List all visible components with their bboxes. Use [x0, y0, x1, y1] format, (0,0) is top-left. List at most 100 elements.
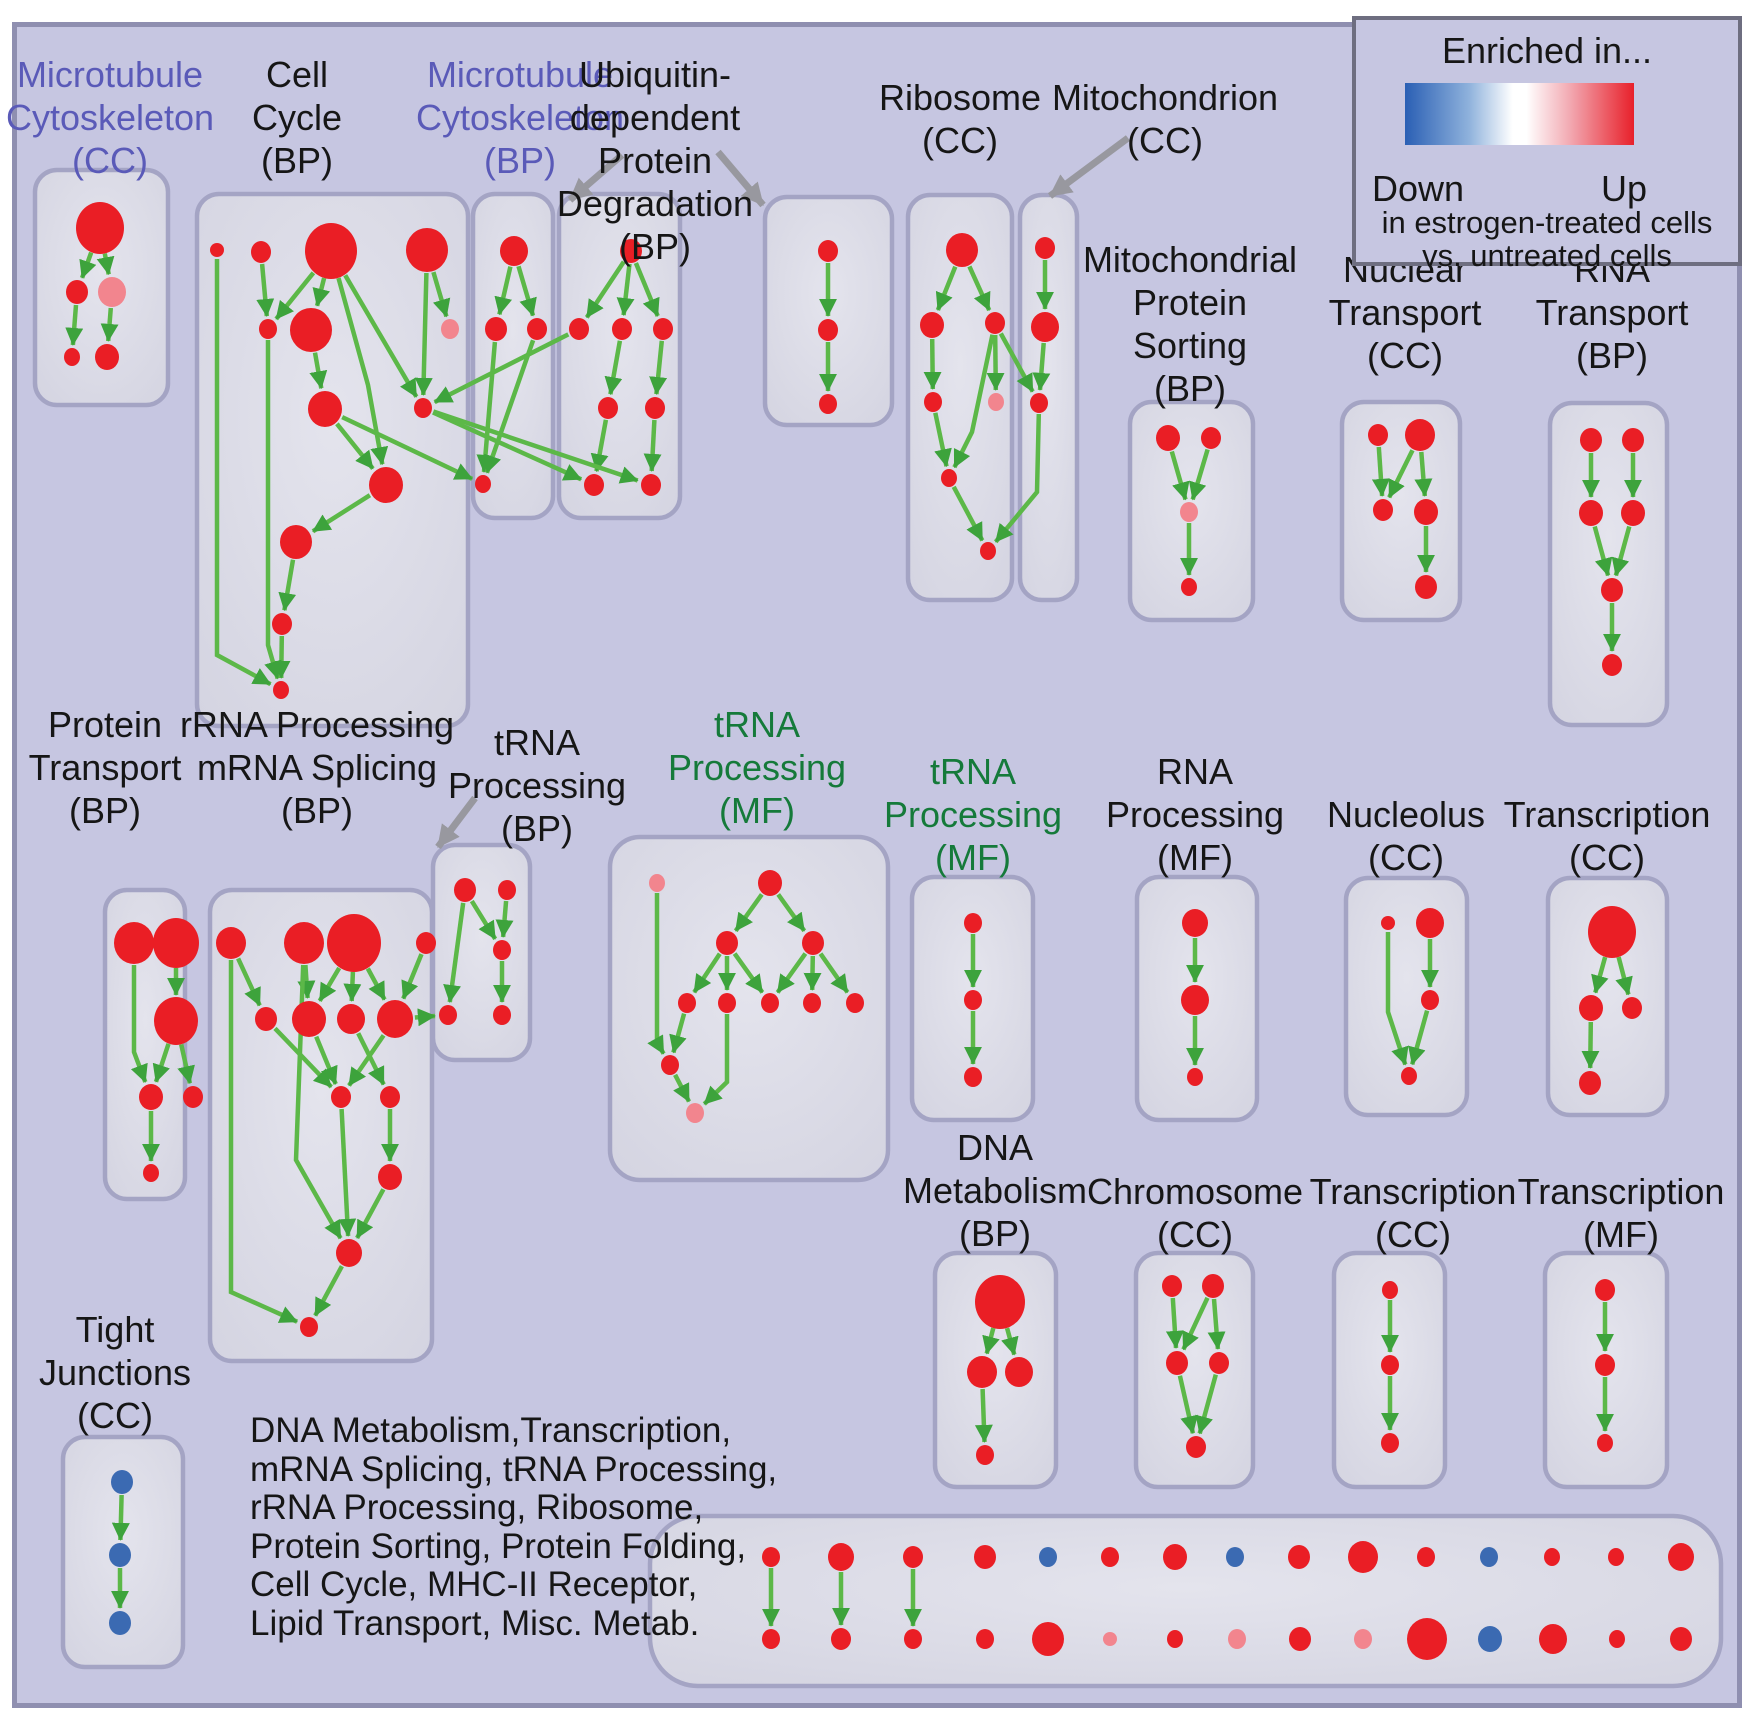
go-term-node: [831, 1628, 851, 1650]
edge: [1592, 525, 1613, 577]
go-term-node: [802, 931, 824, 955]
go-term-node: [1166, 1351, 1188, 1375]
go-term-node: [1156, 425, 1180, 451]
go-term-node: [336, 1239, 362, 1267]
edge: [414, 1008, 436, 1027]
go-term-node: [1415, 575, 1437, 599]
go-term-node: [1030, 393, 1048, 413]
go-term-node: [612, 318, 632, 340]
edge: [432, 409, 639, 484]
edge: [309, 352, 328, 390]
go-term-node: [641, 474, 661, 496]
go-term-node: [819, 394, 837, 414]
edge: [335, 422, 375, 471]
edge: [1414, 451, 1433, 497]
go-term-node: [980, 542, 996, 560]
go-term-node: [1609, 1630, 1625, 1648]
edge: [100, 307, 119, 342]
edge: [1207, 1298, 1226, 1350]
legend-gradient-bar: [1405, 83, 1634, 145]
protein-transport-bp-box: [102, 887, 188, 1202]
go-term-node: [716, 931, 738, 955]
edge: [649, 340, 668, 395]
go-term-node: [1401, 1067, 1417, 1085]
edge: [803, 955, 822, 991]
go-term-node: [988, 393, 1004, 411]
go-term-node: [678, 993, 696, 1013]
go-term-node: [1579, 995, 1603, 1021]
go-term-node: [649, 874, 665, 892]
go-term-node: [308, 391, 342, 427]
edge: [236, 957, 262, 1007]
go-term-node: [337, 1004, 365, 1034]
edge: [1591, 956, 1609, 994]
edge: [401, 953, 424, 1000]
go-term-node: [1595, 1354, 1615, 1376]
go-term-node: [818, 240, 838, 262]
edge: [341, 415, 474, 481]
edge: [338, 1108, 357, 1237]
go-term-node: [1544, 1548, 1560, 1566]
edge: [1371, 446, 1390, 497]
go-term-node: [762, 1547, 780, 1567]
go-term-node: [143, 1164, 159, 1182]
go-term-node: [441, 319, 459, 339]
go-term-node: [1580, 428, 1602, 452]
go-term-node: [1480, 1547, 1498, 1567]
go-term-node: [331, 1086, 351, 1108]
edge: [256, 263, 275, 317]
edge: [933, 412, 952, 468]
edge: [776, 893, 807, 933]
edge: [1181, 1296, 1210, 1351]
edge: [967, 265, 992, 312]
go-term-node: [290, 308, 332, 352]
go-term-node: [259, 319, 277, 339]
go-term-node: [828, 1543, 854, 1571]
go-term-node: [1031, 312, 1059, 342]
edge: [1001, 1327, 1019, 1356]
go-term-node: [1228, 1629, 1246, 1649]
go-term-node: [1597, 1434, 1613, 1452]
go-term-node: [280, 525, 312, 559]
go-term-node: [1588, 906, 1636, 958]
rna-transport-bp-box: [1547, 400, 1670, 728]
go-term-node: [620, 239, 642, 263]
go-term-node: [1622, 428, 1644, 452]
edge: [274, 271, 316, 321]
nucleolus-cc-box: [1343, 875, 1470, 1118]
go-term-node: [1608, 1548, 1624, 1566]
go-term-node: [661, 1055, 679, 1075]
edge: [177, 1043, 195, 1085]
go-term-node: [251, 241, 271, 263]
go-term-node: [300, 1317, 318, 1337]
legend-caption: in estrogen-treated cells vs. untreated …: [1381, 205, 1713, 273]
edge: [264, 340, 282, 680]
edge: [1387, 449, 1415, 499]
go-term-node: [1181, 985, 1209, 1015]
go-term-node: [76, 202, 124, 254]
go-term-node: [1601, 578, 1623, 602]
go-term-node: [272, 613, 292, 635]
go-term-node: [1288, 1545, 1310, 1569]
go-term-node: [1035, 237, 1055, 259]
go-term-node: [1421, 990, 1439, 1010]
go-term-node: [1202, 1274, 1224, 1298]
edge: [314, 1035, 338, 1085]
go-term-node: [1478, 1626, 1502, 1652]
go-term-node: [527, 318, 547, 340]
legend-up-label: Up: [1600, 168, 1647, 209]
callout-arrow: [1047, 135, 1131, 199]
go-term-node: [292, 1001, 326, 1037]
edge: [343, 274, 419, 398]
go-term-node: [1005, 1357, 1033, 1387]
edge: [1032, 342, 1051, 391]
go-term-node: [1579, 1071, 1601, 1095]
go-term-node: [114, 922, 154, 964]
edge: [1408, 1009, 1430, 1066]
go-term-node: [598, 397, 618, 419]
go-term-node: [1163, 1544, 1187, 1570]
go-term-node: [273, 681, 289, 699]
go-term-node: [210, 243, 224, 257]
edge: [313, 1265, 344, 1317]
